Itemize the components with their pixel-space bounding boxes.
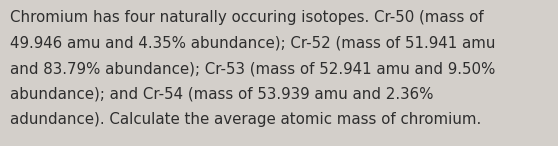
Text: adundance). Calculate the average atomic mass of chromium.: adundance). Calculate the average atomic… (10, 112, 482, 127)
Text: Chromium has four naturally occuring isotopes. Cr-50 (mass of: Chromium has four naturally occuring iso… (10, 10, 484, 25)
Text: abundance); and Cr-54 (mass of 53.939 amu and 2.36%: abundance); and Cr-54 (mass of 53.939 am… (10, 87, 434, 102)
Text: and 83.79% abundance); Cr-53 (mass of 52.941 amu and 9.50%: and 83.79% abundance); Cr-53 (mass of 52… (10, 61, 496, 76)
Text: 49.946 amu and 4.35% abundance); Cr-52 (mass of 51.941 amu: 49.946 amu and 4.35% abundance); Cr-52 (… (10, 36, 496, 51)
